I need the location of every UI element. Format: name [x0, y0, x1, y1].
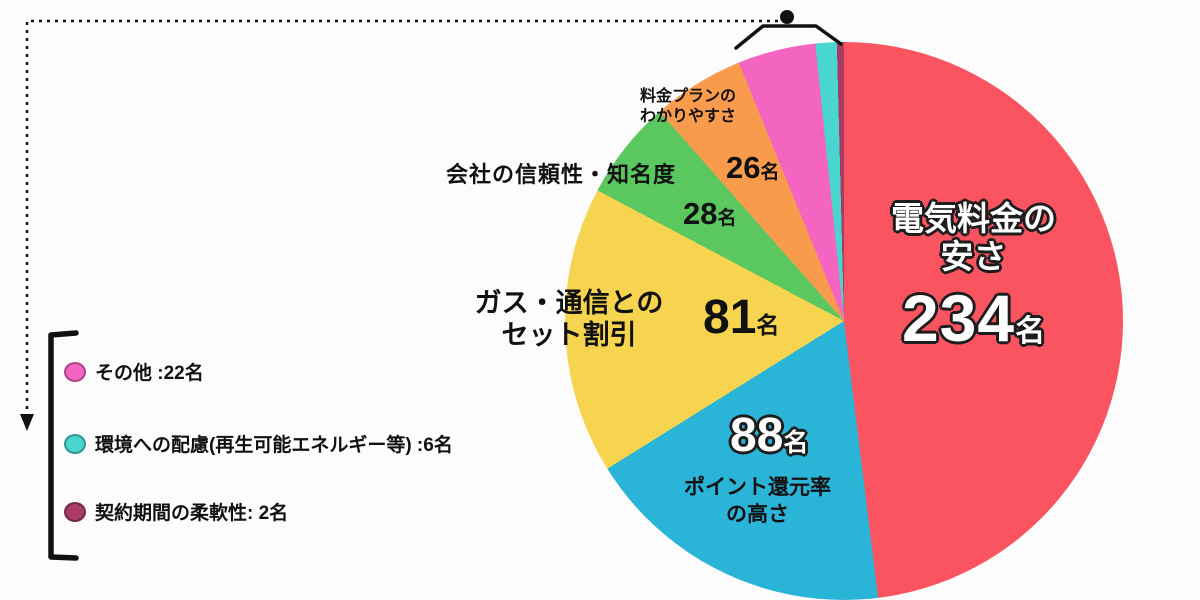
- slice-label-set-discount: ガス・通信との セット割引: [452, 287, 686, 351]
- slice-label-line: の高さ: [726, 503, 789, 526]
- slice-value-number: 88: [730, 409, 784, 462]
- legend-dot: [64, 501, 86, 522]
- slice-label-line: 安さ: [940, 238, 1007, 275]
- connector-arrowhead: [20, 414, 34, 431]
- slice-value-unit: 名: [717, 208, 737, 229]
- slice-label-point-rate: ポイント還元率 の高さ: [660, 474, 855, 528]
- slice-value-plan-clarity: 26名: [726, 150, 780, 186]
- slice-label-line: わかりやすさ: [639, 108, 736, 125]
- legend-dot: [64, 361, 86, 382]
- slice-value-number: 26: [726, 150, 761, 185]
- slice-label-line: ポイント還元率: [684, 476, 831, 499]
- slice-value-set-discount: 81名: [703, 290, 779, 345]
- slice-label-line: セット割引: [501, 320, 637, 350]
- slice-label-plan-clarity: 料金プランの わかりやすさ: [623, 87, 753, 127]
- slice-label-line: 料金プランの: [639, 88, 736, 105]
- slice-value-point-rate: 88名: [730, 408, 808, 463]
- slice-value: 234名: [866, 280, 1081, 356]
- slice-value-number: 28: [683, 196, 718, 231]
- slice-value-unit: 名: [760, 162, 780, 183]
- legend-item-environment: 環境への配慮(再生可能エネルギー等) :6名: [64, 430, 453, 457]
- slice-value-number: 234: [901, 281, 1016, 355]
- legend-item-contract-flexibility: 契約期間の柔軟性: 2名: [64, 498, 288, 525]
- slice-label-line: 電気料金の: [891, 200, 1056, 237]
- slice-label-electricity-price: 電気料金の 安さ 234名: [866, 200, 1081, 356]
- slice-value-number: 81: [703, 291, 757, 344]
- legend-label: その他 :22名: [95, 363, 204, 384]
- slice-value-reliability: 28名: [683, 196, 737, 232]
- slice-value-unit: 名: [1015, 315, 1046, 348]
- slice-label-line: ガス・通信との: [474, 288, 664, 318]
- callout-dot: [780, 10, 794, 24]
- slice-value-unit: 名: [783, 429, 809, 457]
- slice-label-reliability: 会社の信頼性・知名度: [446, 162, 677, 187]
- slice-value-unit: 名: [756, 312, 780, 338]
- legend-dot: [64, 433, 86, 454]
- legend-label: 環境への配慮(再生可能エネルギー等) :6名: [95, 435, 453, 456]
- legend-label: 契約期間の柔軟性: 2名: [95, 503, 289, 524]
- legend-item-other: その他 :22名: [64, 358, 204, 385]
